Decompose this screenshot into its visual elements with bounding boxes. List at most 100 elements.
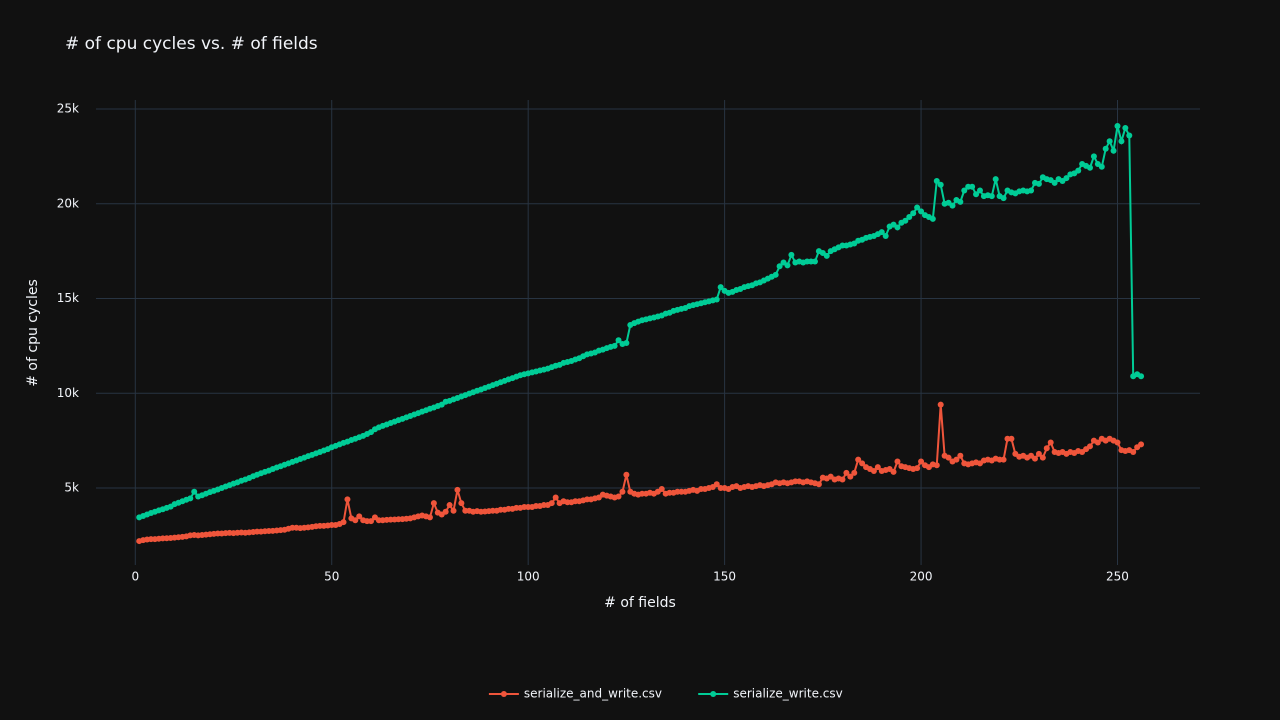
point [1090, 153, 1097, 160]
point [717, 284, 724, 291]
point [890, 468, 897, 475]
point [1114, 439, 1121, 446]
y-tick-label: 20k [57, 196, 79, 210]
point [910, 210, 917, 217]
point [1138, 441, 1145, 448]
point [811, 258, 818, 265]
point [969, 183, 976, 190]
point [340, 519, 347, 526]
point [1102, 145, 1109, 152]
legend-label: serialize_write.csv [733, 687, 843, 701]
point [957, 198, 964, 205]
point [713, 481, 720, 488]
legend-label: serialize_and_write.csv [524, 687, 662, 701]
chart-title: # of cpu cycles vs. # of fields [65, 34, 318, 54]
point [1138, 373, 1145, 380]
point [368, 518, 375, 525]
point [548, 500, 555, 507]
point [945, 454, 952, 461]
point [1094, 439, 1101, 446]
point [623, 340, 630, 347]
point [976, 187, 983, 194]
x-tick-label: 150 [713, 570, 736, 584]
point [552, 494, 559, 501]
point [961, 187, 968, 194]
point [1008, 435, 1015, 442]
point [619, 488, 626, 495]
point [458, 500, 465, 507]
point [1130, 448, 1137, 455]
x-tick-label: 250 [1106, 570, 1129, 584]
point [344, 496, 351, 503]
point [1051, 179, 1058, 186]
point [191, 488, 198, 495]
point [847, 473, 854, 480]
x-tick-label: 0 [131, 570, 139, 584]
point [859, 460, 866, 467]
y-axis-title: # of cpu cycles [25, 279, 41, 387]
point [788, 251, 795, 258]
point [1122, 124, 1129, 131]
point [1126, 132, 1133, 139]
point [430, 500, 437, 507]
point [1114, 123, 1121, 130]
point [874, 464, 881, 471]
x-tick-label: 50 [324, 570, 339, 584]
point [450, 507, 457, 514]
point [937, 401, 944, 408]
point [1086, 164, 1093, 171]
point [772, 271, 779, 278]
point [918, 208, 925, 215]
point [1086, 443, 1093, 450]
point [902, 217, 909, 224]
point [713, 296, 720, 303]
point [953, 456, 960, 463]
point [949, 202, 956, 209]
legend: serialize_and_write.csv serialize_write.c… [488, 687, 843, 701]
point [823, 252, 830, 259]
point [1098, 163, 1105, 170]
series-markers [136, 401, 1145, 545]
point [446, 502, 453, 509]
point [815, 481, 822, 488]
x-tick-label: 200 [910, 570, 933, 584]
point [1035, 450, 1042, 457]
point [988, 193, 995, 200]
point [914, 204, 921, 211]
y-tick-label: 25k [57, 102, 79, 116]
point [992, 176, 999, 183]
point [870, 467, 877, 474]
point [973, 191, 980, 198]
point [352, 517, 359, 524]
point [1028, 187, 1035, 194]
point [914, 465, 921, 472]
point [933, 178, 940, 185]
point [918, 458, 925, 465]
series-markers [136, 123, 1145, 521]
y-tick-label: 5k [64, 481, 79, 495]
point [843, 469, 850, 476]
legend-marker [500, 691, 507, 697]
point [1039, 454, 1046, 461]
point [615, 337, 622, 344]
point [615, 493, 622, 500]
point [658, 485, 665, 492]
point [1063, 175, 1070, 182]
point [933, 462, 940, 469]
point [1118, 138, 1125, 145]
point [442, 508, 449, 515]
point [776, 263, 783, 270]
point [1047, 439, 1054, 446]
point [1110, 147, 1117, 154]
y-tick-label: 10k [57, 386, 79, 400]
point [426, 514, 433, 521]
x-axis-title: # of fields [604, 595, 676, 611]
x-tick-label: 100 [517, 570, 540, 584]
point [1000, 456, 1007, 463]
legend-marker [710, 691, 717, 697]
point [851, 469, 858, 476]
point [1106, 138, 1113, 145]
point [356, 513, 363, 520]
